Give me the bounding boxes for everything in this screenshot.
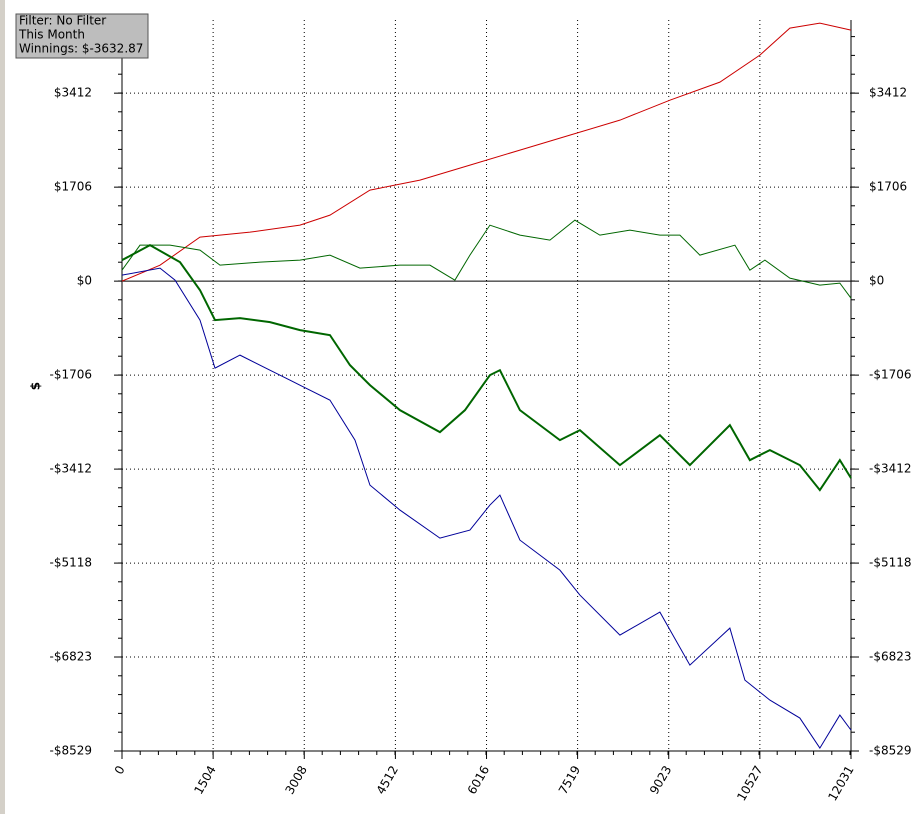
- series-line: [121, 22, 852, 282]
- left-edge: [0, 0, 5, 814]
- y-tick-label: -$3412: [49, 462, 92, 476]
- x-tick-label: 3008: [282, 763, 309, 796]
- x-tick-label: 6016: [465, 763, 492, 796]
- x-tick-label: 0: [112, 763, 128, 777]
- y2-tick-label: -$8529: [869, 744, 912, 758]
- x-tick-label: 4512: [374, 763, 401, 796]
- y2-tick-label: -$5118: [869, 556, 912, 570]
- y2-tick-label: $3412: [869, 86, 907, 100]
- info-box-bg: [15, 13, 149, 59]
- y-tick-label: -$1706: [49, 368, 92, 382]
- info-text: Filter: No Filter: [19, 14, 106, 28]
- y-tick-label: $0: [77, 274, 92, 288]
- x-tick-label: 10527: [734, 763, 765, 803]
- x-tick-label: 12031: [825, 763, 856, 803]
- y2-tick-label: -$6823: [869, 650, 912, 664]
- y2-tick-label: $0: [869, 274, 884, 288]
- x-tick-label: 9023: [647, 763, 674, 796]
- y-tick-label: -$6823: [49, 650, 92, 664]
- y-tick-label: -$8529: [49, 744, 92, 758]
- series-line: [121, 219, 852, 299]
- y-tick-label: $3412: [54, 86, 92, 100]
- series-line: [121, 267, 852, 750]
- y2-tick-label: -$1706: [869, 368, 912, 382]
- x-tick-label: 1504: [191, 763, 218, 796]
- series-line: [121, 244, 852, 492]
- y2-tick-label: -$3412: [869, 462, 912, 476]
- y-tick-label: $1706: [54, 180, 92, 194]
- y-tick-label: -$5118: [49, 556, 92, 570]
- x-tick-label: 7519: [556, 763, 583, 796]
- info-text: This Month: [18, 28, 85, 42]
- y2-tick-label: $1706: [869, 180, 907, 194]
- y-axis-label: $: [29, 382, 43, 390]
- info-text: Winnings: $-3632.87: [19, 42, 143, 56]
